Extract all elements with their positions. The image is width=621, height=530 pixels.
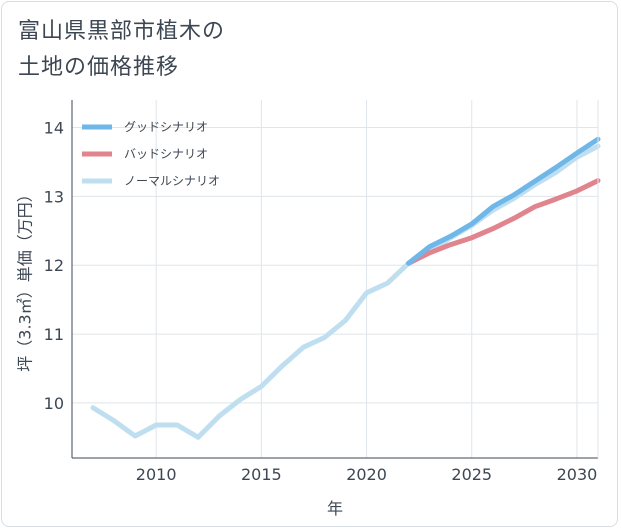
y-tick-label-10: 10 bbox=[44, 394, 64, 413]
legend-label-0: グッドシナリオ bbox=[124, 120, 208, 134]
y-tick-label-11: 11 bbox=[44, 325, 64, 344]
x-tick-label-2030: 2030 bbox=[557, 465, 598, 484]
series-line-0 bbox=[406, 136, 601, 266]
legend-label-1: バッドシナリオ bbox=[124, 147, 208, 161]
series-line-1 bbox=[406, 178, 601, 266]
x-tick-label-2015: 2015 bbox=[241, 465, 282, 484]
series-lines bbox=[90, 136, 601, 440]
y-tick-label-14: 14 bbox=[44, 119, 64, 138]
chart-title-line-2: 土地の価格推移 bbox=[18, 55, 180, 80]
x-tick-label-2025: 2025 bbox=[451, 465, 492, 484]
x-tick-label-2020: 2020 bbox=[346, 465, 387, 484]
x-axis-title: 年 bbox=[327, 499, 343, 518]
tick-labels: 2010 2015 2020 2025 2030 10 11 12 13 14 bbox=[44, 119, 598, 484]
x-tick-label-2010: 2010 bbox=[136, 465, 177, 484]
chart-title: 富山県黒部市植木の 土地の価格推移 bbox=[18, 14, 318, 86]
y-axis-title: 坪（3.3㎡）単価（万円） bbox=[16, 186, 35, 371]
grid bbox=[72, 100, 598, 458]
legend-label-2: ノーマルシナリオ bbox=[124, 174, 220, 188]
y-tick-label-12: 12 bbox=[44, 256, 64, 275]
axes bbox=[71, 100, 599, 459]
y-tick-label-13: 13 bbox=[44, 187, 64, 206]
chart-title-line-1: 富山県黒部市植木の bbox=[18, 19, 226, 44]
series-line-2 bbox=[90, 143, 601, 440]
